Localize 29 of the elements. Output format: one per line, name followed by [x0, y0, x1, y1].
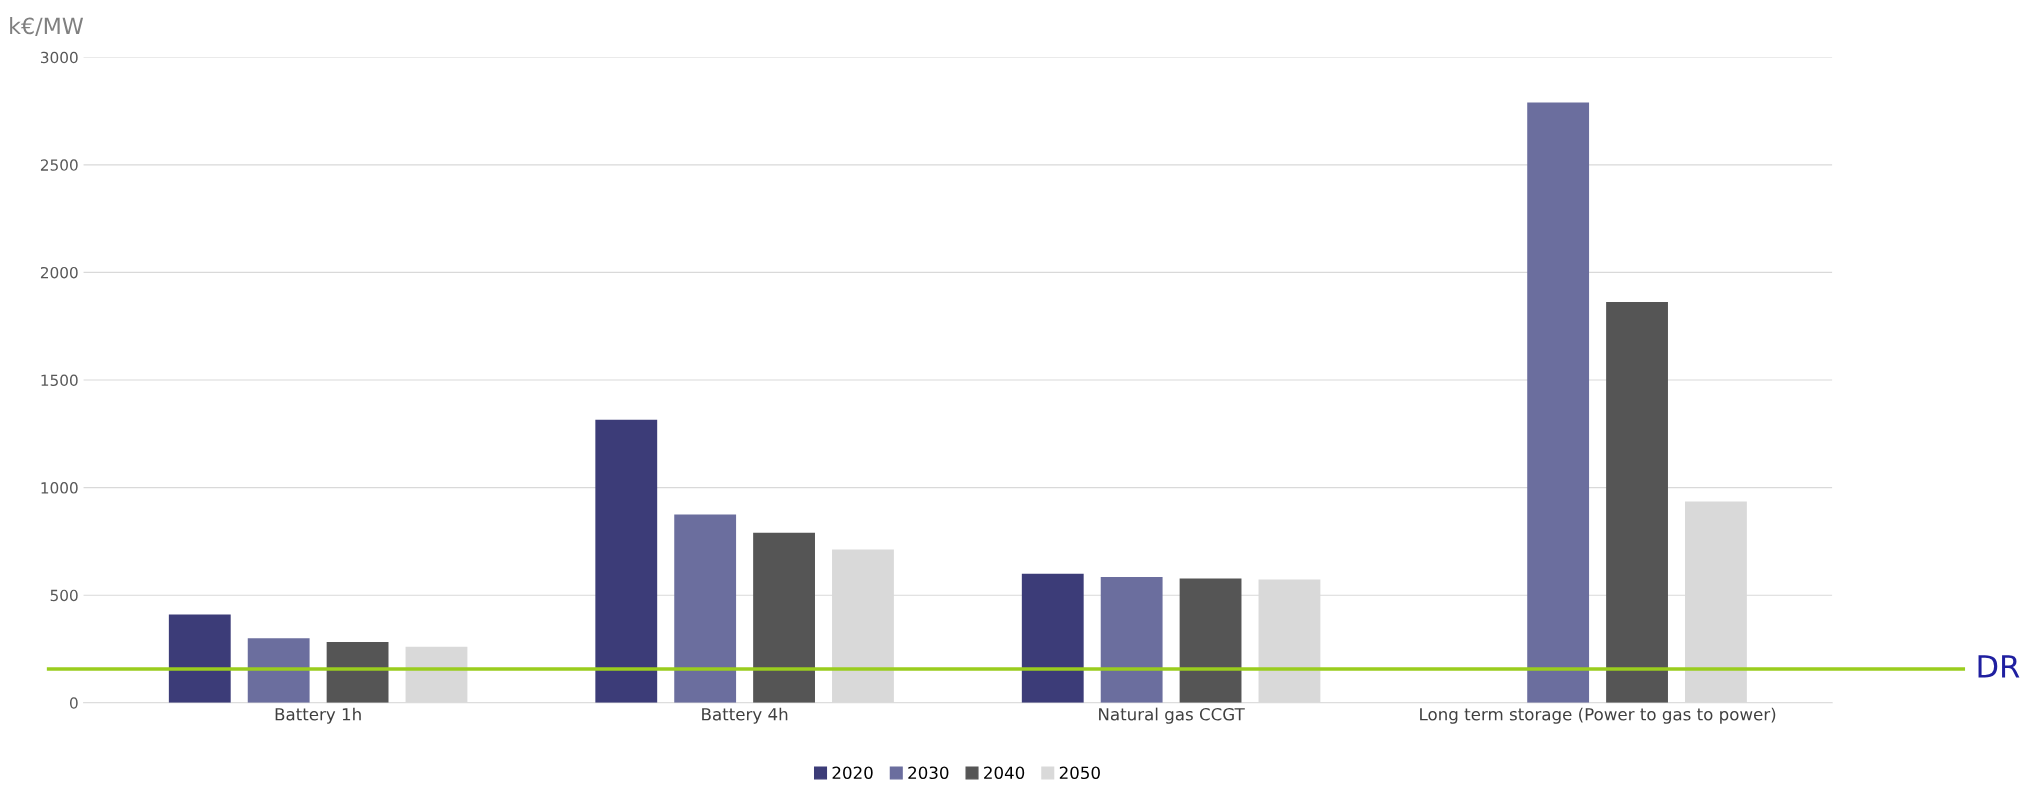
legend-label: 2020 [832, 766, 873, 780]
y-tick-label: 1000 [41, 482, 78, 494]
legend-label: 2030 [908, 766, 949, 780]
bar [405, 646, 468, 703]
y-tick-label: 2000 [40, 266, 78, 279]
bar [1527, 102, 1590, 703]
y-axis-title: k€/MW [10, 17, 84, 37]
x-tick-label: Battery 1h [275, 707, 361, 724]
bar [753, 532, 815, 703]
bar [247, 638, 310, 703]
x-tick-label: Battery 4h [702, 707, 788, 724]
y-tick-label: 1500 [41, 374, 78, 387]
bar [1606, 302, 1668, 703]
y-tick-label: 3000 [40, 51, 78, 64]
bar [168, 614, 231, 703]
y-tick-label: 2500 [40, 159, 78, 171]
bar [595, 419, 658, 703]
bar [674, 514, 737, 703]
bar [1100, 576, 1163, 703]
y-tick-label: 500 [50, 589, 78, 602]
bar [1021, 573, 1084, 703]
bar [326, 642, 389, 703]
bar [1179, 578, 1242, 703]
ref-line-label: DR [1978, 655, 2020, 678]
x-tick-label: Long term storage (Power to gas to power) [1420, 707, 1776, 724]
y-tick-label: 0 [69, 697, 78, 709]
legend-label: 2050 [1059, 766, 1100, 780]
legend-label: 2040 [984, 766, 1025, 780]
x-tick-label: Natural gas CCGT [1099, 707, 1245, 724]
